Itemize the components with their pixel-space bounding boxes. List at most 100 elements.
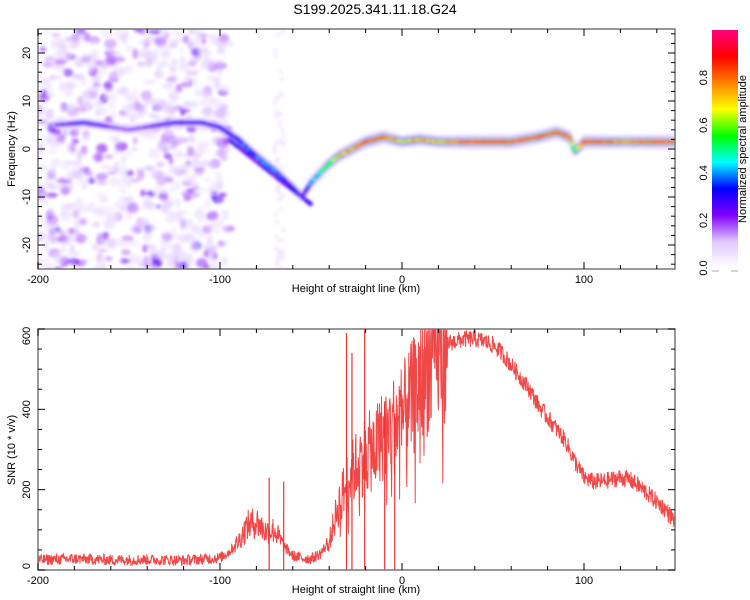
- spectrogram-ridge: [52, 117, 675, 207]
- noise-blob: [52, 252, 65, 264]
- noise-blob: [273, 48, 278, 54]
- noise-blob: [138, 38, 148, 46]
- noise-blob: [80, 145, 88, 155]
- noise-blob: [274, 233, 279, 239]
- y-tick-label: 10: [21, 95, 33, 107]
- snr-marks: [38, 329, 675, 570]
- y-tick-label: -10: [21, 189, 33, 205]
- noise-blob: [143, 166, 157, 171]
- noise-blob: [59, 248, 67, 254]
- noise-blob: [81, 56, 92, 64]
- ridge-cell: [571, 146, 576, 150]
- noise-blob: [76, 162, 84, 173]
- ridge-cell: [569, 142, 575, 146]
- noise-blob: [195, 143, 209, 155]
- noise-blob: [120, 153, 127, 164]
- y-tick-label: 600: [21, 327, 33, 345]
- noise-blob: [133, 29, 144, 33]
- noise-blob: [131, 146, 138, 152]
- noise-blob: [277, 122, 282, 128]
- snr-line: [38, 329, 675, 567]
- noise-blob: [45, 93, 56, 98]
- noise-blob: [280, 126, 285, 132]
- noise-blob: [274, 219, 279, 225]
- colorbar-tick-label: 0.8: [698, 70, 710, 85]
- noise-blob: [176, 213, 183, 223]
- colorbar-tick-label: 0.6: [698, 118, 710, 133]
- noise-blob: [215, 60, 223, 71]
- noise-blob: [105, 237, 116, 249]
- ridge-cell: [568, 139, 574, 143]
- noise-blob: [281, 29, 286, 35]
- noise-blob: [187, 60, 197, 67]
- colorbar: 0.0 0.2 0.4 0.6 0.8 Normalized spectral ampl…: [698, 30, 749, 276]
- noise-blob: [216, 177, 223, 185]
- ridge-cell: [567, 135, 572, 139]
- noise-blob: [223, 240, 230, 245]
- noise-blob: [69, 142, 77, 153]
- noise-blob: [170, 181, 181, 191]
- spectrogram-xlabel: Height of straight line (km): [292, 283, 420, 295]
- noise-blob: [52, 184, 65, 190]
- noise-blob: [104, 38, 117, 49]
- noise-blob: [47, 141, 60, 148]
- noise-blob: [89, 51, 98, 60]
- noise-blob: [204, 241, 214, 250]
- noise-blob: [187, 78, 193, 83]
- spectrogram-blobs: [38, 29, 286, 269]
- noise-blob: [68, 171, 75, 182]
- noise-blob: [95, 259, 109, 265]
- noise-blob: [92, 81, 102, 88]
- noise-blob: [42, 62, 53, 68]
- noise-blob: [71, 138, 80, 144]
- noise-blob: [64, 36, 73, 42]
- noise-blob: [124, 176, 134, 186]
- noise-blob: [272, 100, 277, 106]
- noise-blob: [75, 29, 86, 36]
- noise-blob: [211, 98, 222, 109]
- noise-blob: [82, 176, 88, 186]
- noise-blob: [43, 56, 55, 63]
- noise-blob: [144, 54, 157, 60]
- noise-blob: [90, 222, 101, 227]
- noise-blob: [60, 105, 68, 111]
- noise-blob: [163, 176, 174, 183]
- noise-blob: [173, 151, 183, 158]
- noise-blob: [156, 175, 166, 187]
- noise-blob: [172, 30, 182, 36]
- noise-blob: [83, 171, 94, 176]
- noise-blob: [114, 56, 126, 63]
- noise-blob: [192, 185, 200, 191]
- noise-blob: [127, 103, 136, 110]
- noise-blob: [68, 257, 79, 266]
- noise-blob: [174, 264, 183, 269]
- noise-blob: [121, 248, 131, 256]
- colorbar-tick-label: 0.2: [698, 213, 710, 228]
- noise-blob: [38, 152, 43, 158]
- y-tick-label: 400: [21, 400, 33, 418]
- noise-blob: [124, 93, 132, 102]
- noise-blob: [65, 80, 75, 90]
- noise-blob: [50, 157, 62, 168]
- noise-blob: [62, 127, 69, 138]
- noise-blob: [183, 100, 190, 108]
- noise-blob: [186, 256, 193, 268]
- noise-blob: [38, 232, 44, 243]
- noise-blob: [43, 30, 52, 35]
- noise-blob: [139, 92, 150, 98]
- noise-blob: [276, 32, 281, 38]
- noise-blob: [64, 87, 73, 97]
- noise-blob: [39, 116, 51, 127]
- noise-blob: [281, 192, 286, 198]
- noise-blob: [83, 32, 91, 42]
- noise-blob: [121, 235, 135, 242]
- noise-blob: [178, 61, 190, 72]
- noise-blob: [104, 82, 114, 92]
- noise-blob: [131, 254, 143, 259]
- noise-blob: [138, 258, 152, 265]
- noise-blob: [208, 254, 214, 262]
- noise-blob: [154, 70, 164, 79]
- noise-blob: [112, 165, 119, 175]
- noise-blob: [186, 188, 196, 193]
